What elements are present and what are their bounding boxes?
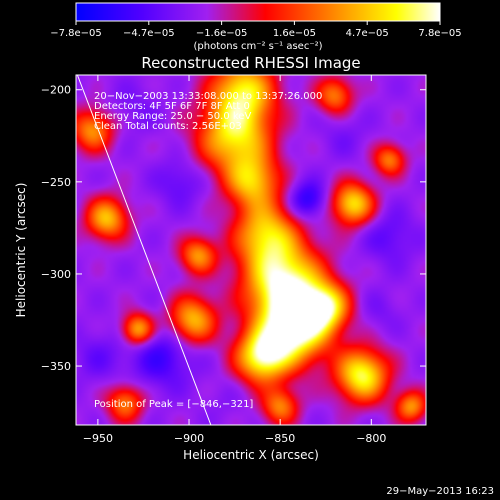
heatmap-image	[76, 75, 426, 425]
colorbar-gradient	[75, 2, 441, 22]
chart-title: Reconstructed RHESSI Image	[141, 54, 360, 72]
colorbar-tick-label: 7.8e−05	[418, 28, 461, 39]
render-timestamp: 29−May−2013 16:23	[386, 486, 494, 497]
colorbar-units: (photons cm⁻² s⁻¹ asec⁻²)	[193, 41, 322, 52]
plot-frame	[75, 74, 427, 426]
y-axis-label: Heliocentric Y (arcsec)	[14, 183, 28, 318]
x-tick-label: −950	[83, 432, 113, 445]
colorbar-tick-label: −4.7e−05	[123, 28, 175, 39]
x-tick-label: −850	[265, 432, 295, 445]
colorbar-ticks: −7.8e−05 −4.7e−05 −1.6e−05 1.6e−05 4.7e−05 7.…	[50, 21, 462, 39]
axis-ticks: −950 −900 −850 −800 −200 −250 −300 −350	[41, 75, 426, 445]
y-tick-label: −350	[41, 360, 71, 373]
info-block: 20−Nov−2003 13:33:08.000 to 13:37:26.000…	[94, 91, 322, 410]
colorbar-tick-label: 4.7e−05	[346, 28, 389, 39]
colorbar-tick-label: −7.8e−05	[50, 28, 102, 39]
y-tick-label: −300	[41, 268, 71, 281]
info-detectors: Detectors: 4F 5F 6F 7F 8F Att 0	[94, 101, 250, 112]
colorbar-tick-label: −1.6e−05	[196, 28, 248, 39]
info-time-range: 20−Nov−2003 13:33:08.000 to 13:37:26.000	[94, 91, 322, 102]
plot-area: −950 −900 −850 −800 −200 −250 −300 −350 20−Nov−…	[41, 74, 427, 445]
y-tick-label: −250	[41, 176, 71, 189]
colorbar-tick-label: 1.6e−05	[273, 28, 316, 39]
x-axis-label: Heliocentric X (arcsec)	[183, 448, 319, 462]
y-tick-label: −200	[41, 84, 71, 97]
info-energy-range: Energy Range: 25.0 − 50.0 keV	[94, 111, 251, 122]
info-peak-position: Position of Peak = [−846,−321]	[94, 399, 253, 410]
info-method-counts: Clean Total counts: 2.56E+03	[94, 121, 242, 132]
solar-limb-line	[76, 75, 212, 425]
x-tick-label: −900	[174, 432, 204, 445]
colorbar: −7.8e−05 −4.7e−05 −1.6e−05 1.6e−05 4.7e−05 7.…	[50, 2, 462, 52]
x-tick-label: −800	[356, 432, 386, 445]
